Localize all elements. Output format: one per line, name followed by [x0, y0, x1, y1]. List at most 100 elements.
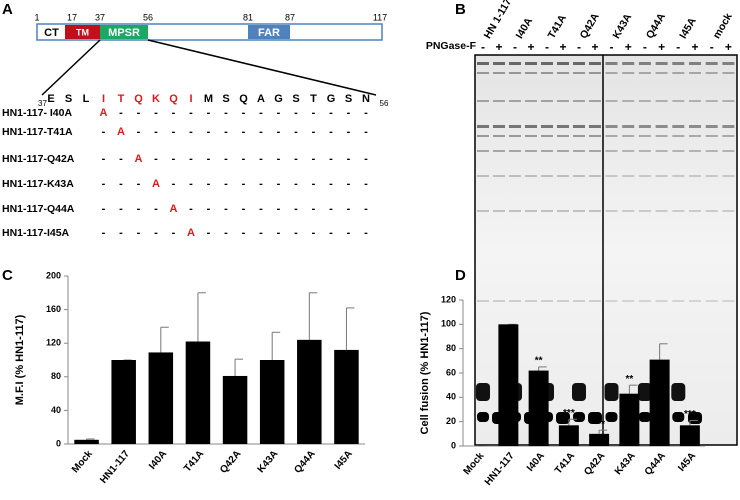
gel-band [557, 150, 569, 152]
gel-band [689, 100, 701, 102]
residue: E [47, 93, 54, 105]
position-number: 117 [373, 12, 387, 22]
mutant-residue: - [259, 203, 263, 215]
x-tick-label: T41A [182, 449, 206, 475]
gel-band [525, 150, 537, 152]
mutant-residue: - [364, 126, 368, 138]
gel-band [493, 175, 505, 177]
bar [558, 425, 579, 446]
gel-band [525, 72, 537, 74]
mutant-residue: - [294, 227, 298, 239]
gel-band [589, 300, 601, 302]
bar [111, 360, 136, 444]
mutant-name: HN1-117- I40A [2, 107, 72, 119]
gel-band [688, 412, 702, 424]
domain-label: CT [44, 27, 59, 39]
gel-band [541, 62, 553, 65]
domain-box [248, 25, 290, 39]
residue: S [292, 93, 299, 105]
gel-band [573, 62, 585, 65]
gel-band [672, 300, 685, 302]
mutant-residue: A [117, 126, 125, 138]
gel-band [671, 383, 686, 401]
bar [259, 360, 285, 444]
gel-band [573, 210, 585, 212]
x-tick-label: Q42A [218, 449, 243, 476]
gel-band [556, 412, 570, 424]
bar [649, 359, 670, 446]
gel-band [557, 72, 569, 74]
gel-band [722, 300, 735, 302]
gel-band [605, 72, 618, 74]
sign-label: - [710, 40, 714, 54]
gel-band [493, 210, 505, 212]
gel-band [509, 150, 521, 152]
position-number: 1 [34, 12, 39, 22]
y-tick-label: 120 [441, 294, 456, 304]
sign-label: + [725, 40, 732, 54]
mutant-residue: - [347, 203, 351, 215]
mutant-residue: - [294, 107, 298, 119]
gel-band [509, 175, 521, 177]
mutant-residue: - [154, 126, 158, 138]
bar [528, 370, 549, 446]
gel-band [622, 100, 635, 102]
panel-label: D [455, 267, 466, 284]
gel-band [477, 300, 489, 302]
gel-band [722, 100, 735, 102]
residue: G [327, 93, 336, 105]
bar [619, 393, 640, 446]
mutant-name: HN1-117-Q44A [2, 203, 75, 215]
sequence-start: 37 [38, 99, 47, 108]
gel-band [493, 62, 505, 65]
mutant-residue: - [154, 153, 158, 165]
gel-band [589, 150, 601, 152]
bar [74, 439, 99, 444]
mutant-residue: - [189, 203, 193, 215]
gel-band [477, 125, 489, 128]
gel-band [638, 62, 651, 65]
mutant-residue: - [277, 126, 281, 138]
gel-band [689, 135, 701, 137]
mutant-residue: - [329, 178, 333, 190]
mutant-residue: - [242, 227, 246, 239]
mutant-residue: - [119, 227, 123, 239]
y-tick-label: 200 [46, 270, 61, 280]
gel-band [722, 175, 735, 177]
gel-band [589, 100, 601, 102]
gel-band [477, 150, 489, 152]
gel-band [672, 175, 685, 177]
enzyme-label: PNGase-F [426, 40, 477, 52]
gel-band [605, 210, 618, 212]
mutant-residue: - [137, 227, 141, 239]
mutant-residue: - [119, 178, 123, 190]
mutant-residue: - [329, 203, 333, 215]
gel-band [722, 150, 735, 152]
mutant-residue: - [347, 178, 351, 190]
gel-band [655, 72, 668, 74]
mutant-residue: - [102, 178, 106, 190]
x-tick-label: K43A [256, 449, 281, 476]
sign-label: - [545, 40, 549, 54]
mutant-residue: - [224, 203, 228, 215]
residue: S [65, 93, 72, 105]
position-number: 81 [243, 12, 253, 22]
bar [498, 324, 519, 446]
mutant-residue: - [172, 107, 176, 119]
mutant-residue: - [102, 126, 106, 138]
gel-band [525, 62, 537, 65]
mutant-residue: - [277, 203, 281, 215]
mutant-residue: - [189, 126, 193, 138]
mutant-residue: - [224, 107, 228, 119]
mutant-residue: - [312, 126, 316, 138]
lane-label: I45A [677, 15, 699, 41]
gel-band [477, 62, 489, 65]
x-tick-label: Mock [462, 450, 487, 477]
mutant-residue: - [172, 227, 176, 239]
gel-band [672, 125, 685, 128]
y-tick-label: 20 [446, 416, 456, 426]
residue: Q [134, 93, 143, 105]
gel-band [655, 210, 668, 212]
mutant-residue: A [170, 203, 178, 215]
gel-band [689, 175, 701, 177]
